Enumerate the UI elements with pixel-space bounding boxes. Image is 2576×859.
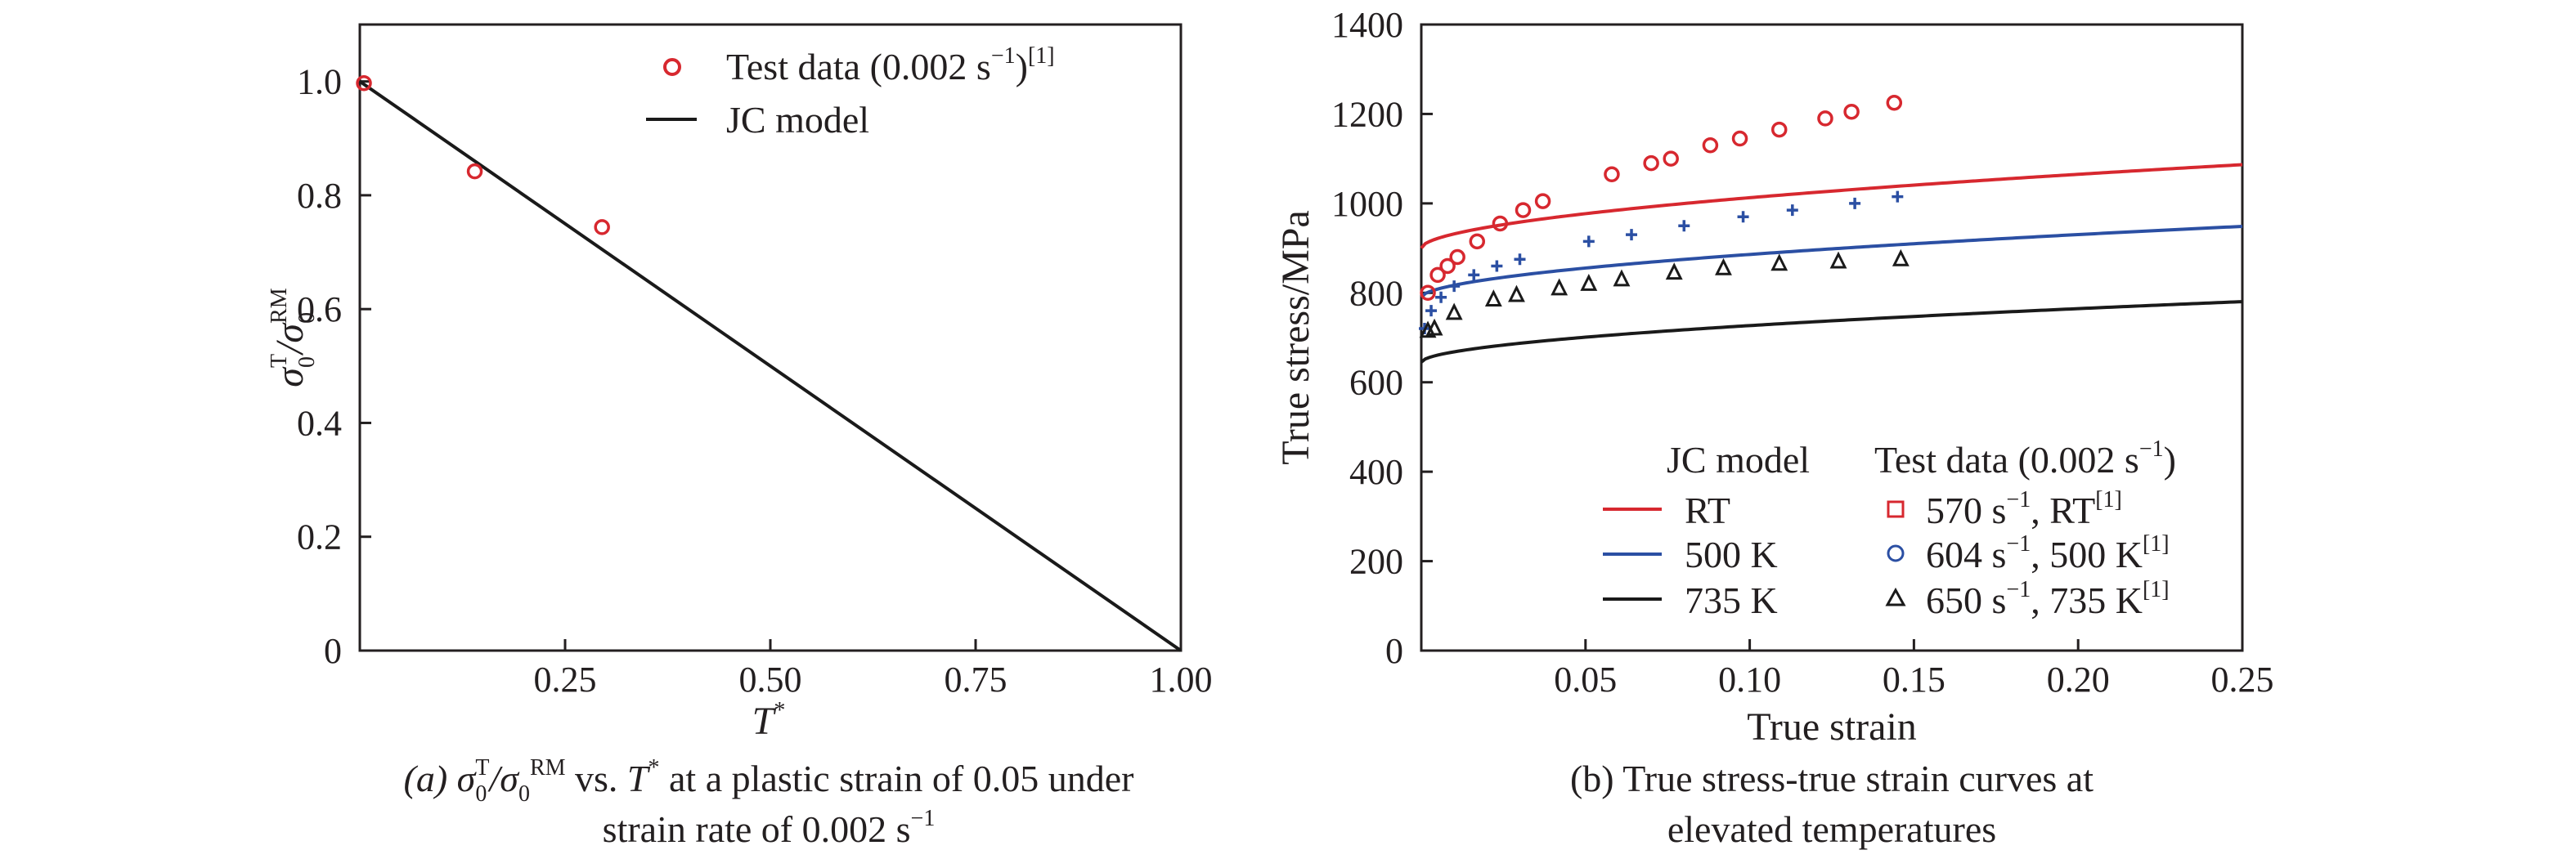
chart-a-ytick-label: 0.8	[297, 176, 342, 216]
chart-b-legend-head-model: JC model	[1667, 439, 1810, 481]
chart-b-test-point	[1786, 204, 1798, 217]
chart-b-test-point	[1514, 253, 1526, 266]
chart-b-test-point	[1449, 248, 1465, 266]
chart-b-xtick-label: 0.25	[2211, 660, 2274, 700]
chart-b-test-point	[1817, 110, 1833, 127]
chart-a-ytick-label: 1.0	[297, 62, 342, 102]
chart-b-model-line	[1420, 163, 2243, 249]
chart-b-test-point	[1469, 233, 1486, 250]
chart-a-ytick-label: 0.2	[297, 517, 342, 557]
chart-a-xtick-label: 0.75	[945, 660, 1008, 700]
chart-b-ytick-label: 1400	[1331, 5, 1403, 45]
chart-b-caption-line2: elevated temperatures	[1667, 808, 1996, 850]
chart-b-legend-label-650: 650 s−1, 735 K[1]	[1926, 577, 2170, 621]
chart-a-legend-label-jc: JC model	[726, 99, 869, 141]
chart-b-test-point	[1892, 248, 1910, 266]
chart-b-legend-marker-570	[1887, 500, 1905, 518]
chart-b-caption-line1: (b) True stress-true strain curves at	[1570, 758, 2094, 799]
chart-b-ylabel: True stress/MPa	[1274, 210, 1317, 465]
chart-b-legend-marker-604	[1887, 544, 1905, 562]
chart-a-ytick-label: 0.6	[297, 289, 342, 329]
chart-b-test-point	[1678, 220, 1690, 232]
chart-a-caption-line2: strain rate of 0.002 s−1	[603, 806, 936, 850]
chart-b-ytick-label: 1000	[1331, 184, 1403, 224]
chart-b-test-point	[1534, 193, 1551, 209]
chart-b-ytick-label: 800	[1349, 273, 1403, 313]
chart-a-test-point	[466, 163, 483, 180]
chart-b-test-point	[1484, 289, 1502, 306]
chart-b-legend: JC model Test data (0.002 s−1) RT 500 K …	[1603, 436, 2176, 621]
chart-b-test-point	[1429, 266, 1446, 284]
chart-b-xtick-label: 0.15	[1883, 660, 1945, 700]
chart-b-test-point	[1829, 251, 1847, 269]
chart-b-test-point	[1439, 257, 1456, 275]
chart-b-legend-label-735k: 735 K	[1685, 579, 1778, 621]
chart-b-test-point	[1626, 229, 1638, 241]
chart-b-test-point	[1468, 269, 1480, 281]
chart-b-test-point	[1613, 269, 1631, 287]
chart-a-test-point	[594, 219, 610, 235]
chart-b-test-point	[1425, 318, 1443, 336]
chart-b-test-point	[1604, 166, 1620, 183]
chart-a-legend-marker-test	[663, 58, 681, 76]
chart-b-legend-head-test: Test data (0.002 s−1)	[1874, 436, 2176, 481]
chart-b-test-point	[1580, 273, 1598, 291]
chart-b-ytick-label: 0	[1385, 631, 1403, 671]
chart-b-legend-label-604: 604 s−1, 500 K[1]	[1926, 531, 2170, 575]
chart-a-ytick-label: 0	[324, 631, 342, 671]
chart-b-test-point	[1448, 280, 1461, 293]
chart-a-xtick-label: 0.50	[739, 660, 802, 700]
chart-b-test-point	[1643, 154, 1659, 172]
chart-a-ytick-label: 0.4	[297, 403, 342, 443]
chart-b-test-point	[1420, 284, 1436, 302]
chart-b-legend-marker-650	[1885, 587, 1906, 606]
chart-b-xtick-label: 0.10	[1718, 660, 1781, 700]
chart-b-test-point	[1663, 150, 1679, 167]
chart-a-legend: Test data (0.002 s−1)[1] JC model	[646, 43, 1055, 141]
chart-b-xlabel: True strain	[1747, 705, 1917, 749]
chart-b-xtick-label: 0.20	[2047, 660, 2110, 700]
chart-b-test-point	[1731, 130, 1748, 147]
chart-a-xtick-label: 0.25	[534, 660, 597, 700]
chart-b-test-point	[1551, 278, 1568, 296]
chart-b-legend-label-570: 570 s−1, RT[1]	[1926, 487, 2122, 531]
chart-b-test-point	[1445, 302, 1463, 320]
chart-b-test-point	[1702, 136, 1719, 154]
chart-b-test-point	[1492, 215, 1509, 232]
chart-b-test-point	[1515, 202, 1532, 218]
chart-a-test-point	[356, 74, 372, 92]
chart-b-test-point	[1770, 253, 1788, 271]
chart-a-xtick-label: 1.00	[1150, 660, 1213, 700]
chart-b-test-point	[1435, 291, 1447, 303]
chart-b-test-point	[1892, 190, 1904, 203]
chart-b-legend-label-500k: 500 K	[1685, 534, 1778, 575]
chart-b-test-point	[1843, 103, 1860, 120]
chart-b-test-point	[1425, 305, 1438, 317]
chart-b-ytick-label: 200	[1349, 542, 1403, 582]
chart-b-test-point	[1665, 262, 1683, 280]
chart-a-legend-label-test: Test data (0.002 s−1)[1]	[726, 43, 1055, 87]
chart-b-ytick-label: 400	[1349, 452, 1403, 492]
chart-b-test-point	[1491, 260, 1503, 272]
chart-b-test-point	[1737, 211, 1749, 223]
chart-a-ylabel: σ0T/σ0RM	[267, 288, 320, 387]
chart-b-test-point	[1508, 284, 1525, 302]
chart-b-test-point	[1770, 121, 1788, 138]
chart-b-ytick-label: 1200	[1331, 94, 1403, 134]
chart-b-model-line	[1420, 224, 2243, 299]
chart-b-test-point	[1886, 95, 1903, 111]
chart-b-model-line	[1420, 300, 2243, 364]
chart-b-test-point	[1715, 257, 1732, 275]
chart-b-test-point	[1849, 197, 1861, 209]
chart-a-caption-line1: (a) σ0T/σ0RM vs. T* at a plastic strain …	[404, 755, 1134, 807]
chart-a: 0.25 0.50 0.75 1.00 0 0.2 0.4 0.6 0.8 1.0 σ0T/σ0R…	[267, 23, 1213, 850]
chart-b-xtick-label: 0.05	[1554, 660, 1617, 700]
chart-b-legend-label-rt: RT	[1685, 490, 1730, 531]
chart-b-ytick-label: 600	[1349, 363, 1403, 403]
chart-b-test-point	[1582, 235, 1595, 248]
chart-a-xlabel: T*	[752, 698, 786, 743]
chart-a-jc-line	[358, 79, 1183, 652]
chart-b: 0.05 0.10 0.15 0.20 0.25 0 200 400 600 800 1000 120…	[1274, 5, 2274, 850]
